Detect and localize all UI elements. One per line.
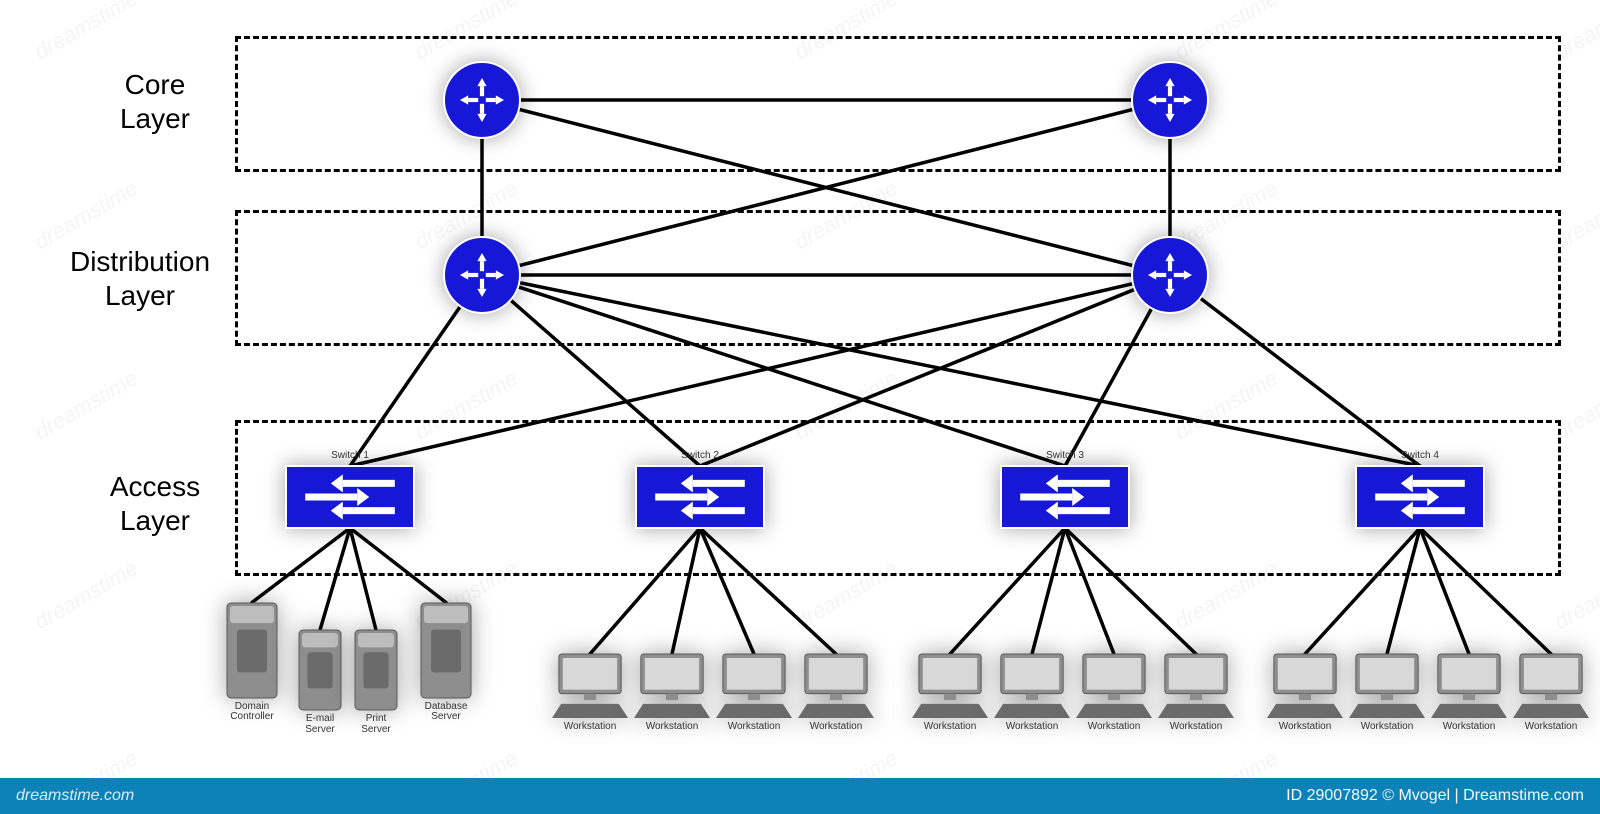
workstation-label: Workstation (1429, 722, 1509, 733)
workstation-label: Workstation (1347, 722, 1427, 733)
router-icon (1122, 227, 1218, 328)
server-label: DatabaseServer (406, 702, 486, 723)
edge (590, 528, 700, 654)
server-icon (217, 593, 287, 713)
switch-label: Switch 1 (300, 450, 400, 461)
workstation-label: Workstation (632, 722, 712, 733)
footer-left: dreamstime.com (16, 787, 134, 805)
workstation-label: Workstation (1265, 722, 1345, 733)
edge (1065, 528, 1114, 654)
workstation-label: Workstation (992, 722, 1072, 733)
workstation-label: Workstation (910, 722, 990, 733)
switch-icon (628, 458, 772, 541)
server-label: PrintServer (336, 714, 416, 735)
switch-icon (278, 458, 422, 541)
workstation-label: Workstation (1511, 722, 1591, 733)
workstation-label: Workstation (1156, 722, 1236, 733)
diagram-stage: CoreLayer DistributionLayer AccessLayer Sw… (0, 0, 1600, 814)
workstation-icon (1148, 644, 1244, 733)
layer-label-acc: AccessLayer (85, 470, 225, 537)
router-icon (1122, 52, 1218, 153)
edge (1420, 528, 1469, 654)
layer-label-core: CoreLayer (85, 68, 225, 135)
workstation-icon (788, 644, 884, 733)
edge (672, 528, 700, 654)
workstation-label: Workstation (796, 722, 876, 733)
edge (700, 528, 754, 654)
server-icon (411, 593, 481, 713)
edge (700, 528, 836, 654)
layer-label-dist: DistributionLayer (45, 245, 235, 312)
switch-label: Switch 4 (1370, 450, 1470, 461)
switch-icon (1348, 458, 1492, 541)
switch-label: Switch 3 (1015, 450, 1115, 461)
workstation-label: Workstation (1074, 722, 1154, 733)
workstation-label: Workstation (550, 722, 630, 733)
watermark-footer: dreamstime.com ID 29007892 © Mvogel | Dr… (0, 778, 1600, 814)
edge (482, 275, 1420, 466)
switch-icon (993, 458, 1137, 541)
edge (320, 528, 350, 630)
router-icon (434, 227, 530, 328)
workstation-icon (1503, 644, 1599, 733)
edge (1420, 528, 1551, 654)
footer-right: ID 29007892 © Mvogel | Dreamstime.com (1286, 787, 1584, 805)
edge (1065, 528, 1196, 654)
switch-label: Switch 2 (650, 450, 750, 461)
server-icon (345, 620, 407, 725)
server-icon (289, 620, 351, 725)
workstation-label: Workstation (714, 722, 794, 733)
router-icon (434, 52, 530, 153)
